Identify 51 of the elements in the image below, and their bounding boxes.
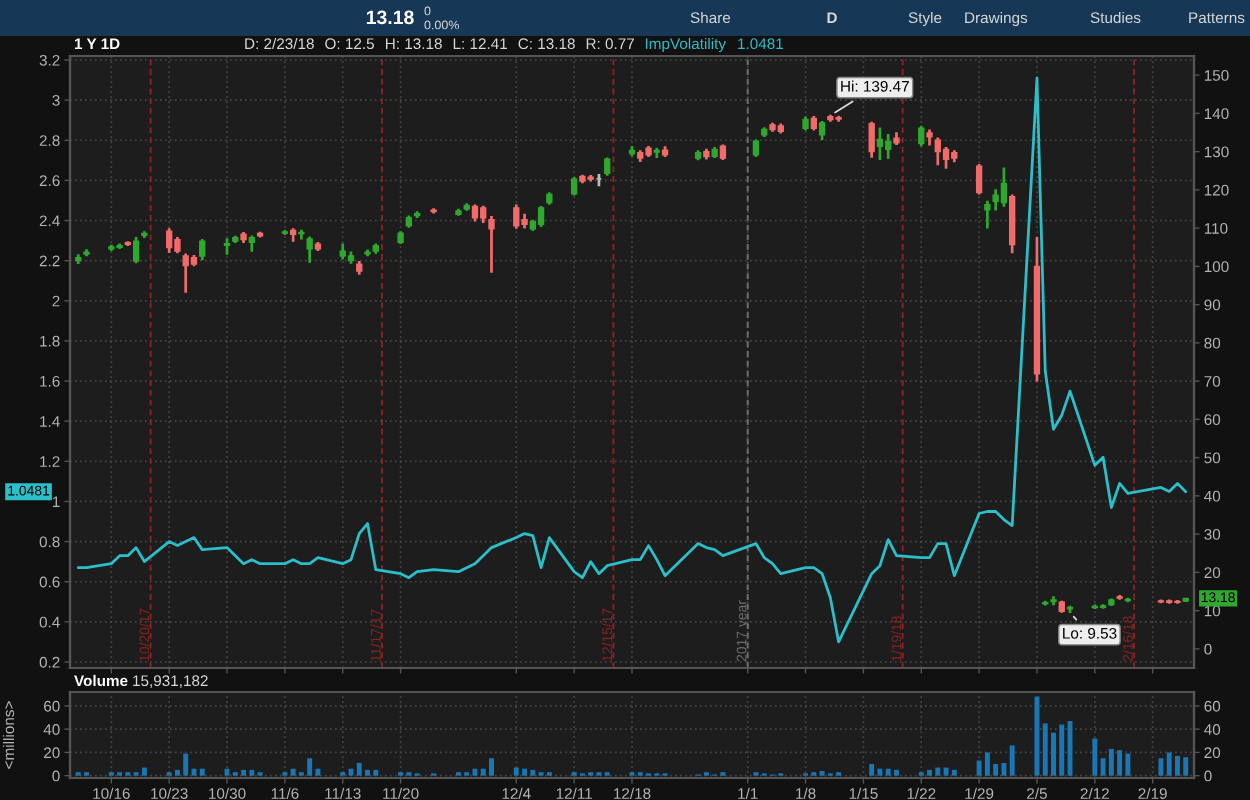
candlestick	[653, 147, 660, 159]
candlestick	[827, 114, 834, 122]
bar	[1183, 757, 1189, 776]
bar	[1009, 745, 1015, 776]
bar	[976, 760, 982, 776]
text: 13.18	[366, 10, 414, 25]
bar	[1166, 752, 1172, 776]
bar	[373, 769, 379, 776]
candlestick	[835, 115, 842, 122]
bar	[530, 769, 536, 776]
bar	[1108, 748, 1114, 776]
bar	[1158, 758, 1164, 776]
candlestick	[298, 229, 305, 240]
bar	[1092, 738, 1098, 776]
bar	[141, 767, 147, 776]
bar	[199, 768, 205, 776]
bar	[183, 753, 189, 776]
bar	[1067, 721, 1073, 776]
candlestick	[926, 129, 933, 146]
candlestick	[430, 208, 437, 214]
bar	[885, 768, 891, 776]
bar	[869, 764, 875, 776]
candlestick	[83, 249, 90, 257]
bar	[290, 768, 296, 776]
bar	[513, 767, 519, 776]
bar	[1042, 723, 1048, 776]
bar	[935, 767, 941, 776]
bar	[1059, 724, 1065, 776]
bar	[984, 752, 990, 776]
candlestick	[116, 243, 123, 250]
bar	[522, 768, 528, 776]
bar	[1125, 753, 1131, 776]
bar	[224, 768, 230, 776]
bar	[893, 769, 899, 776]
candlestick	[893, 132, 900, 146]
bar	[1117, 750, 1123, 776]
bar	[927, 769, 933, 776]
bar	[489, 758, 494, 776]
bar	[943, 767, 949, 776]
bar	[1001, 762, 1007, 776]
bar	[307, 758, 313, 776]
bar	[472, 768, 478, 776]
candlestick	[1050, 596, 1057, 606]
candlestick	[141, 231, 148, 238]
bar	[356, 762, 362, 776]
bar	[241, 769, 247, 776]
bar	[1174, 755, 1180, 776]
bar	[951, 769, 957, 776]
bar	[877, 768, 883, 776]
bar	[365, 769, 371, 776]
bar	[249, 769, 255, 776]
